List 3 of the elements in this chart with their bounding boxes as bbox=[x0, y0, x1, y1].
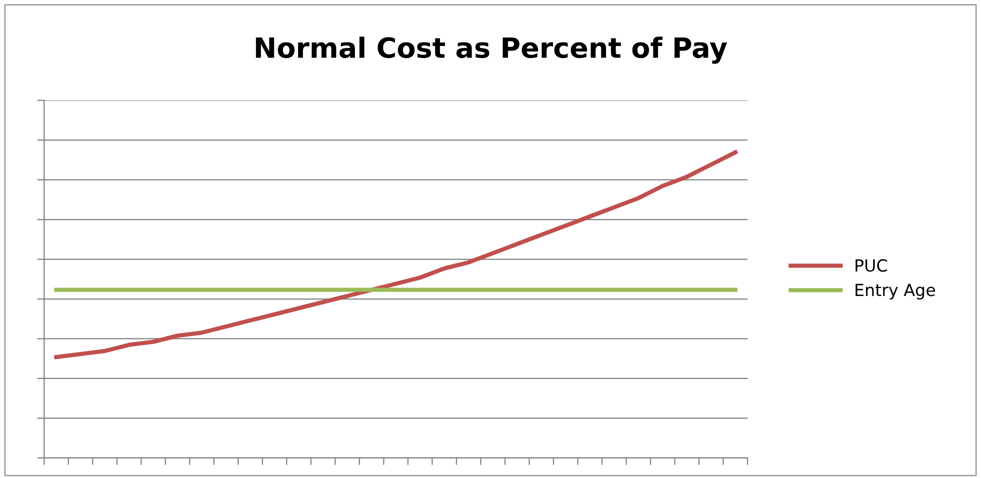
chart-title: Normal Cost as Percent of Pay bbox=[256, 36, 728, 64]
legend-label: PUC bbox=[856, 259, 887, 272]
legend-label: Entry Age bbox=[856, 284, 935, 300]
